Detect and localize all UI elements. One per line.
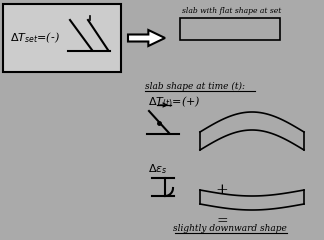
Polygon shape	[128, 30, 165, 46]
Bar	[180, 18, 280, 40]
Text: slab shape at time (t):: slab shape at time (t):	[145, 82, 245, 91]
Text: =: =	[216, 214, 228, 228]
Text: slightly downward shape: slightly downward shape	[173, 224, 287, 233]
Text: slab with flat shape at set: slab with flat shape at set	[182, 7, 282, 15]
Bar	[3, 4, 121, 72]
Text: $\Delta\varepsilon_s$: $\Delta\varepsilon_s$	[148, 162, 168, 176]
Text: +: +	[216, 183, 228, 197]
Text: $\Delta T_{set}$=(-): $\Delta T_{set}$=(-)	[10, 31, 60, 45]
Text: $\Delta T_{(t)}$=(+): $\Delta T_{(t)}$=(+)	[148, 95, 201, 110]
